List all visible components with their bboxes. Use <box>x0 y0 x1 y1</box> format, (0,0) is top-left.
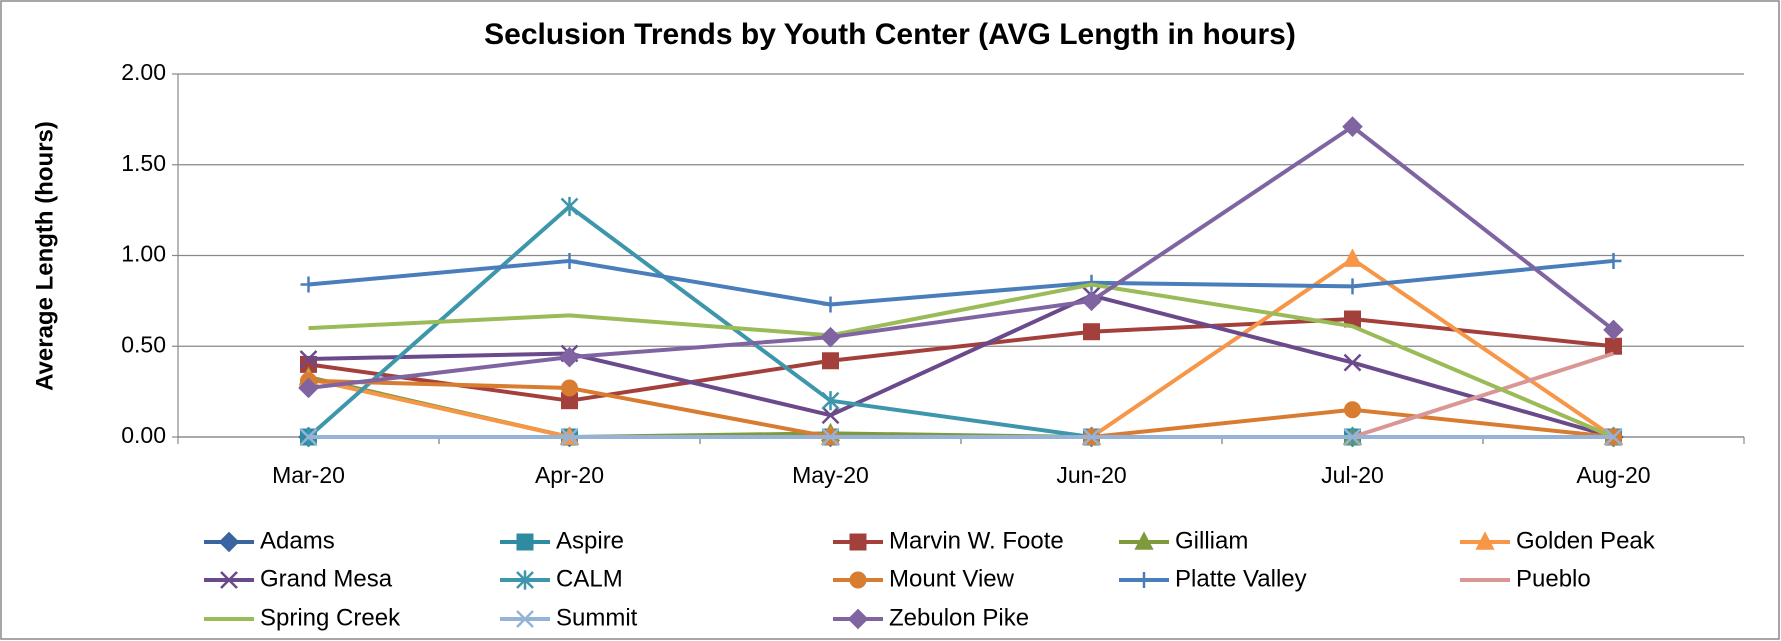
data-point <box>1604 428 1623 446</box>
series-line <box>308 258 1614 307</box>
data-point <box>1342 248 1363 267</box>
data-point <box>820 326 841 348</box>
series-line <box>308 293 1615 439</box>
data-point <box>559 346 580 368</box>
legend-label: CALM <box>556 565 623 592</box>
legend-label: Zebulon Pike <box>889 604 1029 631</box>
legend-marker <box>516 570 534 590</box>
legend-label: Adams <box>260 527 335 554</box>
data-point <box>821 391 840 411</box>
legend-marker <box>849 533 867 551</box>
data-point <box>1603 319 1624 341</box>
data-point <box>822 352 839 370</box>
data-point <box>1605 252 1622 269</box>
data-point <box>560 196 579 217</box>
data-point <box>1605 337 1622 355</box>
data-point <box>560 428 579 446</box>
legend-label: Pueblo <box>1516 565 1591 592</box>
legend-label: Grand Mesa <box>260 565 393 592</box>
legend-marker <box>1134 531 1154 550</box>
series-line <box>308 282 1615 439</box>
legend-marker <box>1475 531 1495 550</box>
legend-label: Platte Valley <box>1175 565 1307 592</box>
y-tick-label: 2.00 <box>121 59 166 85</box>
x-tick-label: Apr-20 <box>535 462 604 488</box>
y-tick-label: 0.00 <box>121 422 166 448</box>
data-point <box>821 428 840 446</box>
data-point <box>1344 401 1361 419</box>
series-line <box>308 317 1614 403</box>
y-tick-label: 1.00 <box>121 241 166 267</box>
x-tick-label: Aug-20 <box>1576 462 1650 488</box>
data-point <box>299 428 318 446</box>
data-point <box>821 406 840 425</box>
data-point <box>561 379 578 397</box>
legend-marker <box>220 571 238 589</box>
data-point <box>1082 428 1101 446</box>
legend-label: Marvin W. Foote <box>889 527 1064 554</box>
legend-marker <box>516 610 534 628</box>
series-line <box>308 124 1615 390</box>
legend-label: Aspire <box>556 527 624 554</box>
legend-label: Gilliam <box>1175 527 1248 554</box>
legend-label: Spring Creek <box>260 604 401 631</box>
x-tick-label: Mar-20 <box>272 462 345 488</box>
data-point <box>1343 428 1362 446</box>
data-point <box>299 350 318 368</box>
legend-marker <box>516 533 534 551</box>
data-point <box>1083 323 1100 341</box>
legend-marker <box>849 571 867 589</box>
x-tick-label: Jul-20 <box>1321 462 1384 488</box>
y-axis-label: Average Length (hours) <box>31 121 58 391</box>
y-tick-label: 0.50 <box>121 331 166 357</box>
legend-marker <box>1136 572 1152 588</box>
data-point <box>1343 353 1362 372</box>
data-point <box>1344 278 1361 295</box>
data-point <box>822 296 839 313</box>
data-point <box>298 377 319 399</box>
legend-marker <box>218 531 240 553</box>
data-point <box>1081 290 1102 312</box>
legend-label: Golden Peak <box>1516 527 1656 554</box>
y-tick-label: 1.50 <box>121 150 166 176</box>
data-point <box>300 276 317 293</box>
x-tick-label: Jun-20 <box>1056 462 1126 488</box>
data-point <box>1342 116 1363 137</box>
legend-marker <box>847 608 869 630</box>
chart-title: Seclusion Trends by Youth Center (AVG Le… <box>484 18 1296 51</box>
x-tick-label: May-20 <box>792 462 869 488</box>
legend-label: Mount View <box>889 565 1015 592</box>
legend-label: Summit <box>556 604 638 631</box>
data-point <box>561 252 578 269</box>
